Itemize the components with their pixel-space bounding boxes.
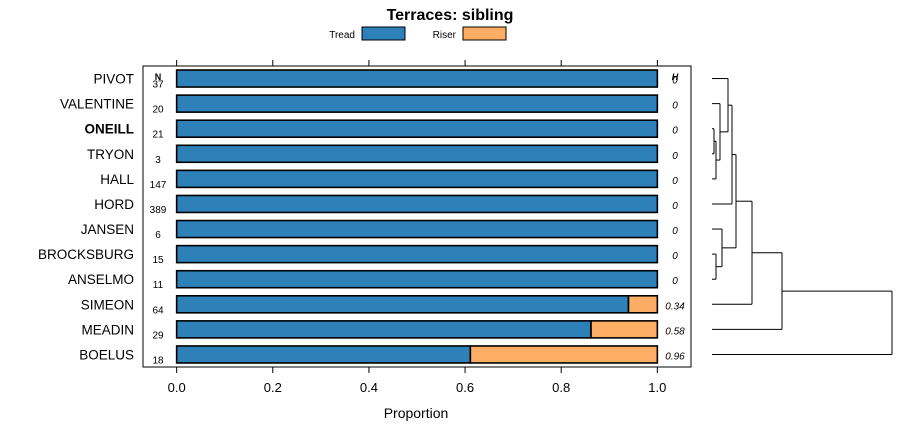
bar-row: TRYON 3 0: [87, 144, 678, 166]
bar-row: HALL 147 0: [100, 169, 678, 191]
bar-segment-tread: [175, 119, 659, 139]
bar-row: VALENTINE 20 0: [60, 94, 678, 116]
n-column-header: N: [155, 72, 162, 82]
bar-row: ONEILL 21 0: [85, 119, 678, 141]
bar-segment-tread: [175, 244, 659, 264]
legend-label-riser: Riser: [433, 30, 457, 41]
h-column-header: H: [672, 72, 679, 82]
category-label: JANSEN: [81, 222, 134, 237]
x-axis-ticks: 0.0 0.2 0.4 0.6 0.8 1.0: [168, 60, 666, 395]
bar-segment-riser: [627, 294, 659, 314]
bar-segment-tread: [175, 219, 659, 239]
n-value: 11: [153, 280, 164, 291]
bar-segment-tread: [175, 269, 659, 289]
x-tick-label: 0.0: [168, 380, 186, 395]
bar-segment-riser: [590, 320, 659, 339]
bar-row: PIVOT 37 0: [93, 69, 678, 91]
x-tick-label: 0.2: [264, 380, 282, 395]
plot-frame: [142, 65, 692, 368]
bar-row: BROCKSBURG 15 0: [38, 244, 678, 266]
h-value: 0.58: [665, 326, 685, 337]
bar-segment-tread: [175, 94, 659, 113]
category-label: ONEILL: [85, 122, 135, 137]
h-value: 0.34: [665, 301, 685, 312]
bar-segment-tread: [175, 345, 472, 364]
category-label: MEADIN: [81, 322, 134, 337]
x-axis-label: Proportion: [384, 405, 449, 421]
n-value: 64: [152, 305, 164, 316]
h-value: 0: [672, 226, 678, 237]
n-value: 21: [152, 130, 164, 141]
chart-title: Terraces: sibling: [387, 7, 514, 24]
bar-segment-tread: [175, 320, 592, 339]
x-tick-label: 0.6: [456, 380, 474, 395]
bar-segment-tread: [175, 69, 659, 88]
n-value: 18: [152, 355, 164, 366]
n-value: 6: [155, 230, 161, 241]
n-value: 29: [152, 330, 164, 341]
bar-row: MEADIN 29 0.58: [81, 320, 685, 341]
h-value: 0: [672, 251, 678, 262]
h-value: 0: [672, 276, 678, 287]
h-value: 0: [672, 76, 678, 87]
h-value: 0.96: [665, 351, 685, 362]
n-value: 389: [150, 205, 167, 216]
bar-segment-riser: [469, 345, 659, 364]
x-tick-label: 1.0: [648, 380, 666, 395]
h-value: 0: [672, 126, 678, 137]
bar-segment-tread: [175, 169, 659, 189]
n-value: 37: [152, 80, 164, 91]
bar-row: JANSEN 6 0: [81, 219, 678, 241]
h-value: 0: [672, 151, 678, 162]
legend-swatch-tread: [361, 26, 406, 41]
category-label: BROCKSBURG: [38, 247, 134, 262]
category-label: VALENTINE: [60, 97, 134, 112]
bar-segment-tread: [175, 144, 659, 164]
bar-segment-tread: [175, 194, 659, 214]
h-value: 0: [672, 201, 678, 212]
category-label: SIMEON: [81, 297, 134, 312]
bar-row: ANSELMO 11 0: [68, 269, 678, 291]
n-value: 15: [152, 255, 164, 266]
x-tick-label: 0.4: [360, 380, 378, 395]
bar-segment-tread: [175, 294, 630, 314]
bar-row: BOELUS 18 0.96: [79, 345, 685, 366]
legend-swatch-riser: [462, 26, 507, 41]
h-value: 0: [672, 176, 678, 187]
legend-label-tread: Tread: [329, 30, 355, 41]
n-value: 3: [155, 155, 161, 166]
n-value: 20: [152, 105, 164, 116]
n-value: 147: [150, 180, 167, 191]
chart-legend: Tread Riser: [329, 26, 507, 41]
bar-row: SIMEON 64 0.34: [81, 294, 685, 316]
category-label: HALL: [100, 172, 134, 187]
category-label: TRYON: [87, 147, 134, 162]
bar-row: HORD 389 0: [94, 194, 678, 216]
category-label: BOELUS: [79, 347, 134, 362]
category-label: PIVOT: [93, 72, 134, 87]
category-label: ANSELMO: [68, 272, 134, 287]
h-value: 0: [672, 101, 678, 112]
dendrogram: [712, 78, 893, 355]
category-label: HORD: [94, 197, 134, 212]
x-tick-label: 0.8: [552, 380, 570, 395]
